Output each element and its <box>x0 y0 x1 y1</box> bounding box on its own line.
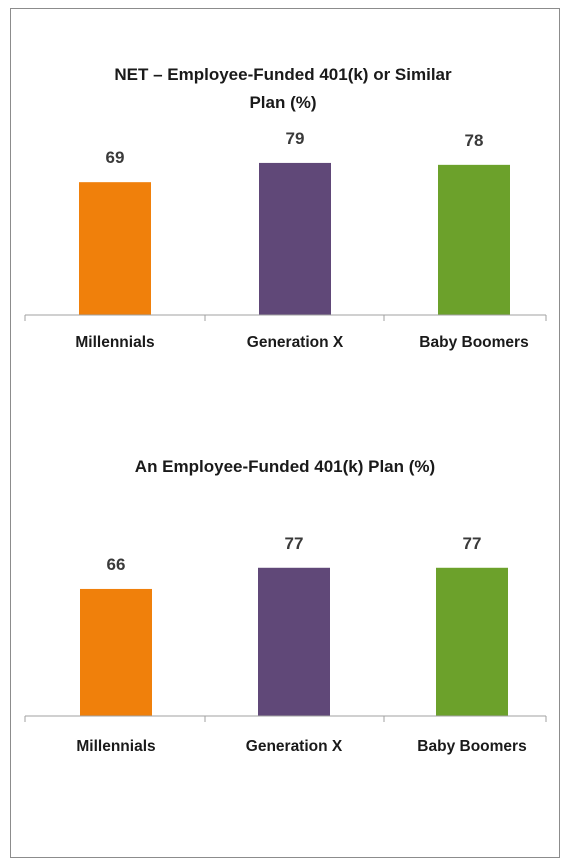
category-label: Millennials <box>76 738 155 755</box>
value-labels-group: 66 77 77 <box>107 534 482 574</box>
chart-employee-funded-plan: An Employee-Funded 401(k) Plan (%) 66 77 7… <box>24 457 547 755</box>
value-label: 69 <box>106 148 125 167</box>
x-axis-ticks <box>24 315 547 321</box>
category-label: Generation X <box>246 738 343 755</box>
bar-generation-x <box>259 162 331 315</box>
bar-millennials <box>79 182 151 315</box>
bars-group <box>80 567 508 716</box>
chart-title-line-1: NET – Employee-Funded 401(k) or Similar <box>114 65 452 84</box>
category-label: Baby Boomers <box>417 738 526 755</box>
value-label: 78 <box>465 131 484 150</box>
category-label: Baby Boomers <box>419 334 528 351</box>
category-labels-group: Millennials Generation X Baby Boomers <box>76 738 526 755</box>
bar-baby-boomers <box>438 164 510 315</box>
value-label: 77 <box>463 534 482 553</box>
x-axis-ticks <box>24 716 547 722</box>
bar-generation-x <box>258 567 330 716</box>
category-labels-group: Millennials Generation X Baby Boomers <box>75 334 528 351</box>
bar-millennials <box>80 588 152 716</box>
value-label: 77 <box>285 534 304 553</box>
value-label: 66 <box>107 555 126 574</box>
category-label: Millennials <box>75 334 154 351</box>
category-label: Generation X <box>247 334 344 351</box>
bar-baby-boomers <box>436 567 508 716</box>
value-label: 79 <box>286 129 305 148</box>
value-labels-group: 69 79 78 <box>106 129 484 167</box>
chart-title-line-1: An Employee-Funded 401(k) Plan (%) <box>135 457 435 476</box>
chart-title-line-2: Plan (%) <box>249 93 316 112</box>
bars-group <box>79 162 510 315</box>
chart-net-employee-funded: NET – Employee-Funded 401(k) or Similar … <box>24 65 547 351</box>
